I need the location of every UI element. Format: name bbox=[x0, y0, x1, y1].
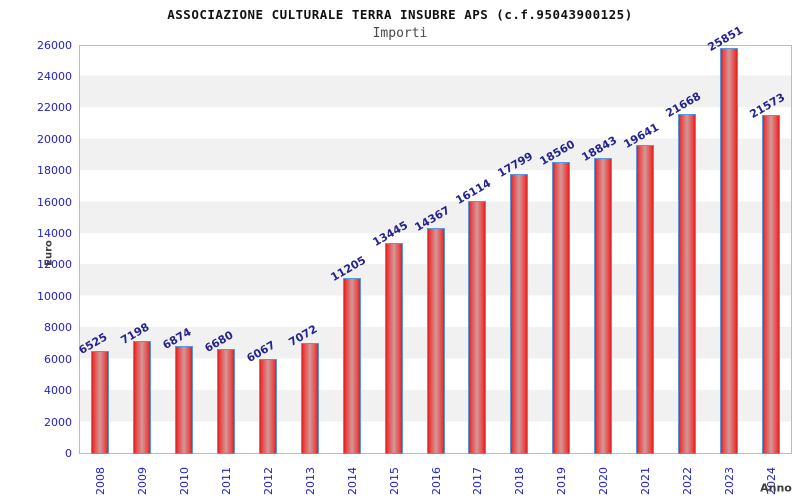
y-tick-label: 4000 bbox=[44, 384, 72, 398]
x-axis-title: Anno bbox=[760, 481, 792, 495]
x-tick-label: 2017 bbox=[471, 467, 485, 495]
bar bbox=[384, 242, 403, 454]
x-tick-label: 2015 bbox=[387, 467, 401, 495]
y-tick-label: 16000 bbox=[37, 195, 72, 209]
x-tick-label: 2023 bbox=[723, 467, 737, 495]
chart-title: ASSOCIAZIONE CULTURALE TERRA INSUBRE APS… bbox=[167, 7, 633, 22]
y-tick-label: 18000 bbox=[37, 164, 72, 178]
x-tick-label: 2019 bbox=[555, 467, 569, 495]
x-tick-label: 2012 bbox=[261, 467, 275, 495]
bar bbox=[594, 157, 613, 454]
y-tick-label: 2000 bbox=[44, 415, 72, 429]
y-tick-label: 14000 bbox=[37, 227, 72, 241]
y-tick-label: 24000 bbox=[37, 69, 72, 83]
bar bbox=[258, 358, 277, 454]
x-tick-label: 2009 bbox=[135, 467, 149, 495]
y-tick-label: 12000 bbox=[37, 258, 72, 272]
bar bbox=[552, 162, 571, 454]
bar bbox=[468, 200, 487, 454]
x-tick-label: 2008 bbox=[93, 467, 107, 495]
bar bbox=[510, 174, 529, 454]
x-tick-label: 2011 bbox=[219, 467, 233, 495]
chart-subtitle: Importi bbox=[372, 26, 428, 41]
y-tick-label: 10000 bbox=[37, 289, 72, 303]
x-tick-label: 2022 bbox=[681, 467, 695, 495]
x-tick-label: 2018 bbox=[513, 467, 527, 495]
bar bbox=[174, 345, 193, 454]
x-tick-label: 2020 bbox=[597, 467, 611, 495]
bar bbox=[90, 351, 109, 454]
y-tick-label: 0 bbox=[65, 447, 72, 460]
bar bbox=[720, 47, 739, 454]
y-tick-label: 6000 bbox=[44, 352, 72, 366]
bar bbox=[762, 115, 781, 454]
y-tick-label: 20000 bbox=[37, 132, 72, 146]
y-axis-title: Euro bbox=[43, 240, 55, 266]
x-tick-label: 2021 bbox=[639, 467, 653, 495]
bar bbox=[342, 277, 361, 454]
x-tick-label: 2016 bbox=[429, 467, 443, 495]
x-tick-label: 2013 bbox=[303, 467, 317, 495]
bar bbox=[678, 113, 697, 454]
bar bbox=[300, 342, 319, 454]
y-tick-label: 26000 bbox=[37, 38, 72, 52]
bar bbox=[132, 340, 151, 454]
y-tick-label: 8000 bbox=[44, 321, 72, 335]
bar bbox=[636, 145, 655, 454]
bar bbox=[426, 228, 445, 454]
bar bbox=[216, 349, 235, 454]
y-tick-label: 22000 bbox=[37, 101, 72, 115]
x-tick-label: 2014 bbox=[345, 467, 359, 495]
x-tick-label: 2010 bbox=[177, 467, 191, 495]
